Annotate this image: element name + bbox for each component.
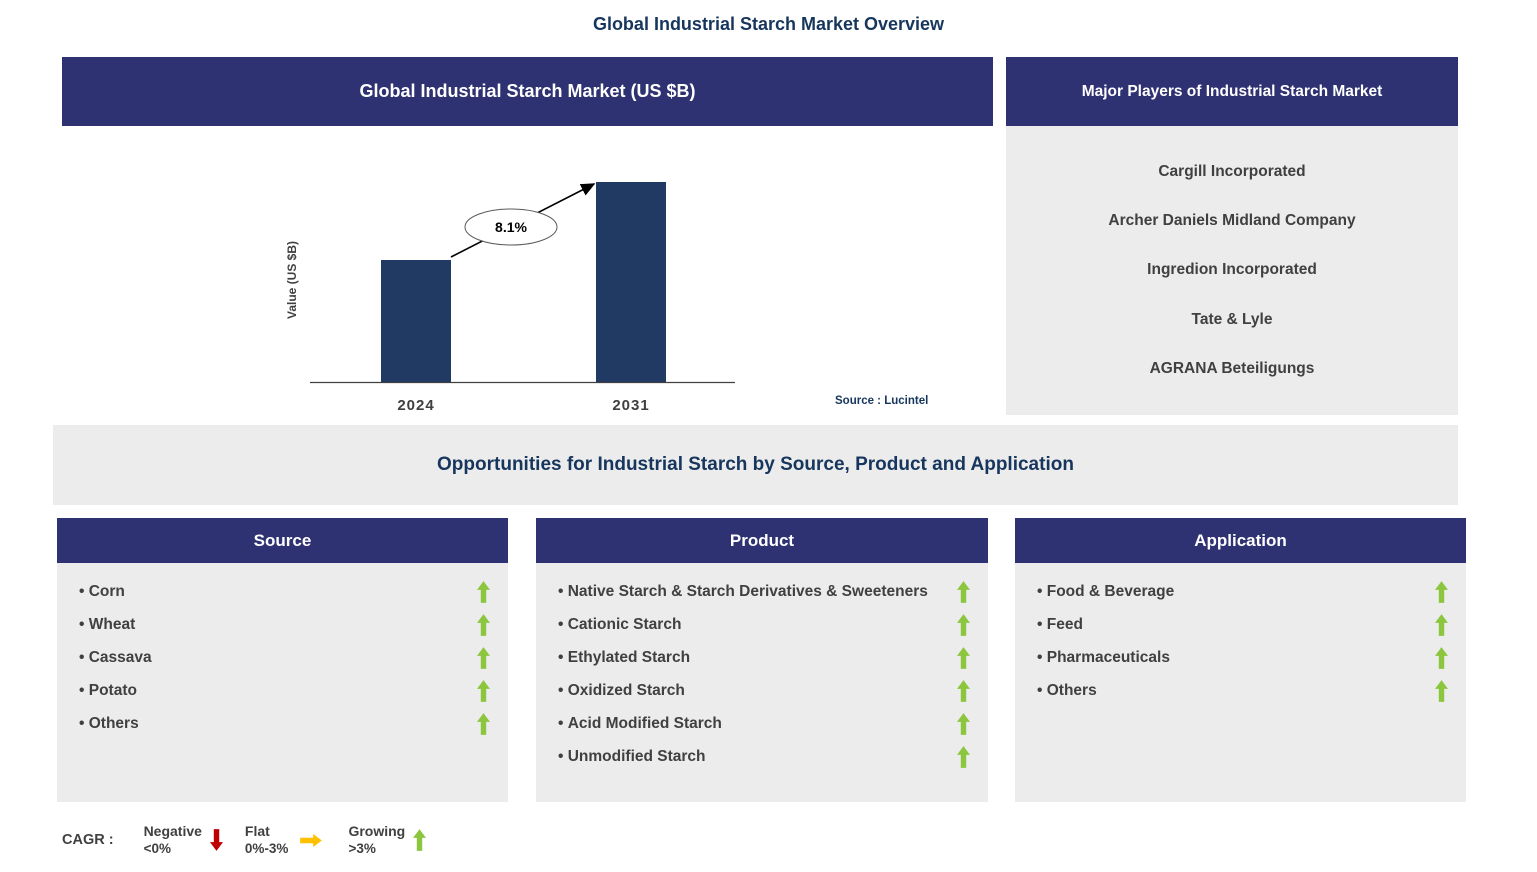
growing-up-arrow-icon <box>413 829 427 851</box>
major-players-header: Major Players of Industrial Starch Marke… <box>1006 57 1458 126</box>
list-item: Ethylated Starch <box>558 646 970 669</box>
list-item: Corn <box>79 580 490 603</box>
x-tick-2031: 2031 <box>612 397 649 414</box>
list-item: Native Starch & Starch Derivatives & Swe… <box>558 580 970 603</box>
chart-bar <box>596 182 666 382</box>
list-item: Cassava <box>79 646 490 669</box>
list-item-label: Others <box>79 712 139 735</box>
list-item-label: Corn <box>79 580 125 603</box>
cagr-legend: CAGR : Negative <0% Flat 0%-3% Growing >… <box>62 822 448 858</box>
list-item-label: Potato <box>79 679 137 702</box>
growing-up-arrow-icon <box>957 680 970 702</box>
list-item-label: Cationic Starch <box>558 613 682 636</box>
list-item-label: Feed <box>1037 613 1083 636</box>
player-name: Archer Daniels Midland Company <box>1108 212 1356 230</box>
list-item: Acid Modified Starch <box>558 712 970 735</box>
x-tick-2024: 2024 <box>397 397 434 414</box>
growing-up-arrow-icon <box>477 713 490 735</box>
list-item: Pharmaceuticals <box>1037 646 1448 669</box>
list-item-label: Pharmaceuticals <box>1037 646 1170 669</box>
y-axis-label: Value (US $B) <box>285 241 299 319</box>
list-item-label: Food & Beverage <box>1037 580 1174 603</box>
list-item: Food & Beverage <box>1037 580 1448 603</box>
list-item-label: Oxidized Starch <box>558 679 685 702</box>
negative-down-arrow-icon <box>209 829 223 851</box>
player-name: Ingredion Incorporated <box>1147 261 1317 279</box>
source-note: Source : Lucintel <box>835 395 929 407</box>
flat-right-arrow-icon <box>300 833 323 847</box>
list-item: Oxidized Starch <box>558 679 970 702</box>
legend-range: >3% <box>348 841 376 856</box>
list-item: Others <box>1037 679 1448 702</box>
player-name: Tate & Lyle <box>1191 310 1273 328</box>
list-item-label: Others <box>1037 679 1097 702</box>
cagr-value: 8.1% <box>495 219 527 235</box>
list-item: Others <box>79 712 490 735</box>
list-item-label: Acid Modified Starch <box>558 712 722 735</box>
cagr-bubble <box>464 208 558 246</box>
legend-item-negative: Negative <0% <box>144 822 223 858</box>
growing-up-arrow-icon <box>1435 581 1448 603</box>
legend-item-growing: Growing >3% <box>348 822 427 858</box>
product-column-header: Product <box>536 518 988 563</box>
cagr-legend-label: CAGR : <box>62 832 114 848</box>
growing-up-arrow-icon <box>957 746 970 768</box>
page-title: Global Industrial Starch Market Overview <box>592 14 945 34</box>
application-column-list: Food & Beverage Feed Pharmaceuticals Oth… <box>1015 563 1466 802</box>
growing-up-arrow-icon <box>1435 680 1448 702</box>
growing-up-arrow-icon <box>1435 647 1448 669</box>
growing-up-arrow-icon <box>477 680 490 702</box>
source-column-list: Corn Wheat Cassava Potato Others <box>57 563 508 802</box>
list-item-label: Unmodified Starch <box>558 745 706 768</box>
growing-up-arrow-icon <box>1435 614 1448 636</box>
product-column-list: Native Starch & Starch Derivatives & Swe… <box>536 563 988 802</box>
list-item: Unmodified Starch <box>558 745 970 768</box>
legend-range: 0%-3% <box>244 841 289 856</box>
source-column: Source Corn Wheat Cassava Potato Others <box>57 518 508 802</box>
growing-up-arrow-icon <box>957 647 970 669</box>
market-bar-chart: Value (US $B) 8.1% 2024 2031 <box>285 182 735 414</box>
growing-up-arrow-icon <box>477 581 490 603</box>
market-chart-header: Global Industrial Starch Market (US $B) <box>62 57 993 126</box>
growing-up-arrow-icon <box>957 713 970 735</box>
list-item: Potato <box>79 679 490 702</box>
opportunities-banner: Opportunities for Industrial Starch by S… <box>53 425 1458 505</box>
list-item: Feed <box>1037 613 1448 636</box>
legend-name: Flat <box>244 823 270 839</box>
growing-up-arrow-icon <box>957 614 970 636</box>
chart-bar <box>381 260 451 382</box>
list-item: Wheat <box>79 613 490 636</box>
application-column-header: Application <box>1015 518 1466 563</box>
legend-name: Growing <box>348 823 406 839</box>
legend-item-flat: Flat 0%-3% <box>245 822 327 858</box>
growing-up-arrow-icon <box>477 647 490 669</box>
legend-name: Negative <box>143 823 202 839</box>
list-item: Cationic Starch <box>558 613 970 636</box>
growing-up-arrow-icon <box>477 614 490 636</box>
player-name: AGRANA Beteiligungs <box>1149 359 1315 377</box>
list-item-label: Wheat <box>79 613 136 636</box>
legend-range: <0% <box>143 841 171 856</box>
list-item-label: Ethylated Starch <box>558 646 690 669</box>
growing-up-arrow-icon <box>957 581 970 603</box>
list-item-label: Cassava <box>79 646 152 669</box>
product-column: Product Native Starch & Starch Derivativ… <box>536 518 988 802</box>
source-column-header: Source <box>57 518 508 563</box>
player-name: Cargill Incorporated <box>1158 163 1306 181</box>
major-players-list: Cargill Incorporated Archer Daniels Midl… <box>1006 126 1458 415</box>
application-column: Application Food & Beverage Feed Pharmac… <box>1015 518 1466 802</box>
list-item-label: Native Starch & Starch Derivatives & Swe… <box>558 580 928 603</box>
